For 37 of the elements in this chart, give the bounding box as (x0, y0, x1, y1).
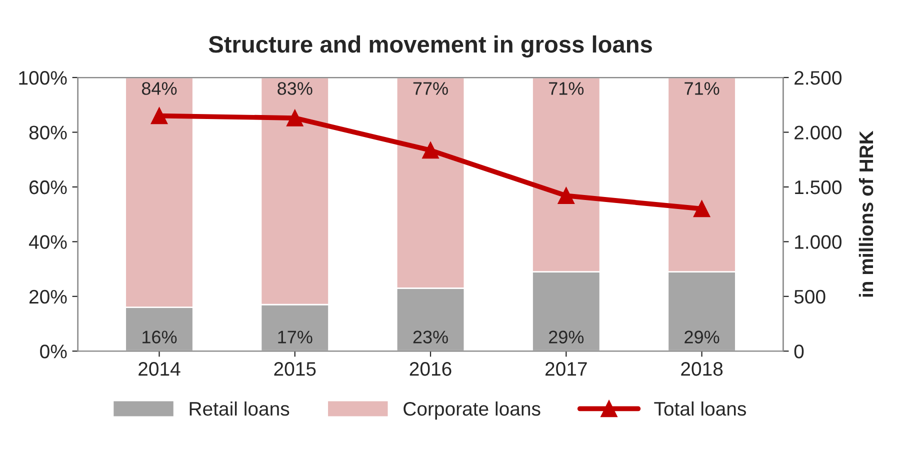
data-label: 16% (142, 330, 177, 344)
point (286, 110, 304, 126)
data-label: 17% (278, 330, 312, 344)
y2-tick-label: 500 (794, 290, 826, 304)
data-label: 71% (684, 82, 720, 95)
x-tick-label: 2015 (274, 362, 316, 376)
y2-tick-label: 0 (794, 344, 804, 358)
y2-tick-label: 1.500 (795, 180, 842, 194)
chart-title: Structure and movement in gross loans (208, 35, 652, 58)
y-tick-label: 60% (30, 180, 67, 194)
y2-tick-label: 2.500 (794, 70, 842, 85)
x-tick-label: 2016 (410, 362, 452, 376)
data-label: 83% (278, 82, 312, 95)
legend-label: Retail loans (190, 401, 290, 416)
y2-tick-label: 1.000 (795, 235, 842, 249)
legend-label: Total loans (654, 401, 746, 416)
data-label: 71% (549, 82, 584, 95)
y2-axis-title: in millions of HRK (858, 130, 874, 297)
x-tick-label: 2014 (138, 362, 180, 376)
y-tick-label: 80% (29, 126, 67, 140)
data-label: 84% (142, 82, 177, 95)
legend-label: Corporate loans (404, 401, 540, 420)
data-label: 77% (413, 82, 448, 95)
x-tick-label: 2018 (681, 362, 723, 376)
x-tick-label: 2017 (546, 362, 587, 376)
point (150, 107, 168, 124)
data-label: 29% (684, 330, 720, 344)
y-tick-label: 20% (30, 290, 67, 304)
y-tick-label: 100% (19, 70, 67, 85)
y-tick-label: 40% (28, 235, 67, 249)
point (693, 200, 710, 218)
point (422, 142, 439, 159)
data-label: 29% (549, 330, 584, 344)
y2-tick-label: 2.000 (794, 126, 842, 140)
point (558, 187, 574, 204)
y-tick-label: 0% (40, 344, 67, 358)
data-label: 23% (413, 330, 448, 344)
